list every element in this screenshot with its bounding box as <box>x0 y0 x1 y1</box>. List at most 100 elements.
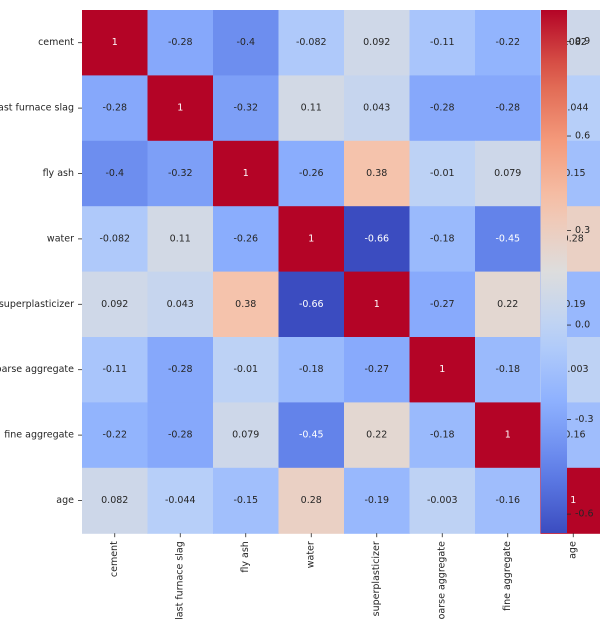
heatmap-cell-r3-c2 <box>213 206 280 273</box>
cell-annotation-r2-c3: -0.26 <box>299 168 324 179</box>
cell-annotation-r7-c6: -0.16 <box>495 495 520 506</box>
cell-annotation-r7-c0: 0.082 <box>101 495 128 506</box>
heatmap-cell-r6-c3 <box>278 402 345 469</box>
cell-annotation-r2-c6: 0.079 <box>494 168 521 179</box>
x-tick-label-1: blast furnace slag <box>175 541 186 620</box>
cell-annotation-r1-c4: 0.043 <box>363 103 390 114</box>
heatmap-cell-r3-c6 <box>475 206 542 273</box>
colorbar-gradient <box>541 10 567 533</box>
cell-annotation-r3-c2: -0.26 <box>233 233 258 244</box>
heatmap-cell-r1-c6 <box>475 75 542 142</box>
x-tick-label-5: coarse aggregate <box>437 541 448 620</box>
cell-annotation-r2-c1: -0.32 <box>168 168 193 179</box>
heatmap-cell-r4-c6 <box>475 271 542 338</box>
cell-annotation-r7-c4: -0.19 <box>364 495 389 506</box>
cell-annotation-r5-c5: 1 <box>439 364 445 375</box>
heatmap-cell-r5-c6 <box>475 337 542 403</box>
x-tick-label-4: superplasticizer <box>371 541 382 616</box>
heatmap-cell-r4-c1 <box>147 271 214 338</box>
cell-annotation-r1-c7: -0.044 <box>558 103 589 114</box>
cell-annotation-r3-c3: 1 <box>308 233 314 244</box>
heatmap-cell-r0-c3 <box>278 10 345 76</box>
y-tick-label-2: fly ash <box>43 168 74 179</box>
cell-annotation-r5-c2: -0.01 <box>233 364 258 375</box>
cell-annotation-r7-c3: 0.28 <box>301 495 322 506</box>
heatmap-cell-r7-c6 <box>475 467 542 534</box>
x-tick-label-6: fine aggregate <box>502 541 513 611</box>
cell-annotation-r6-c7: -0.16 <box>561 430 586 441</box>
heatmap-cell-r0-c0 <box>82 10 149 76</box>
x-tick-label-0: cement <box>109 541 120 577</box>
y-tick-label-5: coarse aggregate <box>0 364 74 375</box>
heatmap-cell-r1-c0 <box>82 75 149 142</box>
cell-annotation-r2-c0: -0.4 <box>105 168 124 179</box>
heatmap-cell-r5-c5 <box>409 337 476 403</box>
heatmap-cell-r4-c5 <box>409 271 476 338</box>
heatmap-cell-r2-c1 <box>147 140 214 207</box>
cell-annotation-r1-c2: -0.32 <box>233 103 258 114</box>
cell-annotation-r4-c3: -0.66 <box>299 299 324 310</box>
cell-annotation-r0-c2: -0.4 <box>236 37 255 48</box>
heatmap-cell-r6-c1 <box>147 402 214 469</box>
heatmap-cell-r1-c2 <box>213 75 280 142</box>
cell-annotation-r1-c6: -0.28 <box>495 103 520 114</box>
cell-annotation-r5-c0: -0.11 <box>102 364 127 375</box>
cell-annotation-r2-c5: -0.01 <box>430 168 455 179</box>
y-tick-label-3: water <box>47 233 74 244</box>
colorbar-tick-label-1: -0.3 <box>575 414 594 425</box>
colorbar-tick-label-2: 0.0 <box>575 320 590 331</box>
cell-annotation-r3-c5: -0.18 <box>430 233 455 244</box>
heatmap-cell-r3-c4 <box>344 206 411 273</box>
heatmap-cell-r1-c4 <box>344 75 411 142</box>
cell-annotation-r7-c5: -0.003 <box>427 495 458 506</box>
heatmap-cell-r7-c4 <box>344 467 411 534</box>
colorbar-tick-label-0: -0.6 <box>575 509 594 520</box>
x-tick-label-7: age <box>568 541 579 559</box>
heatmap-cell-r5-c3 <box>278 337 345 403</box>
cell-annotation-r6-c2: 0.079 <box>232 430 259 441</box>
heatmap-cell-r5-c0 <box>82 337 149 403</box>
heatmap-cell-r3-c0 <box>82 206 149 273</box>
cell-annotation-r4-c6: 0.22 <box>497 299 518 310</box>
heatmap-cell-r5-c2 <box>213 337 280 403</box>
heatmap-annotations: 1 -0.28 -0.4 -0.082 0.092 -0.11 -0.22 0.082 -0.2… <box>99 37 588 506</box>
cell-annotation-r3-c4: -0.66 <box>364 233 389 244</box>
cell-annotation-r7-c1: -0.044 <box>165 495 196 506</box>
cell-annotation-r5-c1: -0.28 <box>168 364 193 375</box>
heatmap-cell-r2-c6 <box>475 140 542 207</box>
y-tick-label-0: cement <box>38 37 74 48</box>
heatmap-cell-r2-c3 <box>278 140 345 207</box>
heatmap-cell-r2-c0 <box>82 140 149 207</box>
cell-annotation-r2-c4: 0.38 <box>366 168 387 179</box>
y-tick-label-6: fine aggregate <box>4 430 74 441</box>
heatmap-cell-r6-c6 <box>475 402 542 469</box>
x-tick-label-2: fly ash <box>240 541 251 572</box>
cell-annotation-r0-c7: 0.082 <box>560 37 587 48</box>
heatmap-cell-r0-c2 <box>213 10 280 76</box>
cell-annotation-r6-c4: 0.22 <box>366 430 387 441</box>
cell-annotation-r0-c6: -0.22 <box>495 37 520 48</box>
cell-annotation-r0-c1: -0.28 <box>168 37 193 48</box>
heatmap-cell-r1-c3 <box>278 75 345 142</box>
heatmap-cell-r0-c6 <box>475 10 542 76</box>
heatmap-cell-r6-c0 <box>82 402 149 469</box>
cell-annotation-r0-c0: 1 <box>112 37 118 48</box>
heatmap-cell-r4-c3 <box>278 271 345 338</box>
heatmap-cell-r7-c5 <box>409 467 476 534</box>
x-axis-labels: cement blast furnace slag fly ash water supe… <box>109 533 579 620</box>
heatmap-cell-r5-c1 <box>147 337 214 403</box>
cell-annotation-r1-c5: -0.28 <box>430 103 455 114</box>
y-tick-label-7: age <box>56 495 74 506</box>
heatmap-cell-r5-c4 <box>344 337 411 403</box>
cell-annotation-r1-c1: 1 <box>177 103 183 114</box>
cell-annotation-r6-c5: -0.18 <box>430 430 455 441</box>
cell-annotation-r3-c0: -0.082 <box>99 233 130 244</box>
cell-annotation-r0-c3: -0.082 <box>296 37 327 48</box>
heatmap-cell-r1-c1 <box>147 75 214 142</box>
heatmap-cell-r1-c5 <box>409 75 476 142</box>
cell-annotation-r2-c7: -0.15 <box>561 168 586 179</box>
cell-annotation-r2-c2: 1 <box>243 168 249 179</box>
cell-annotation-r6-c0: -0.22 <box>102 430 127 441</box>
